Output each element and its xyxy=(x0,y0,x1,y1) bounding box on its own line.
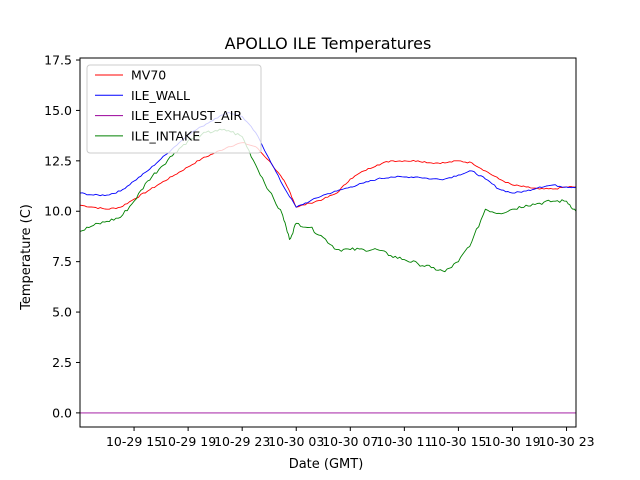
y-axis-title: Temperature (C) xyxy=(19,204,34,311)
x-tick-label: 10-30 03 xyxy=(268,434,324,449)
x-tick-label: 10-29 23 xyxy=(214,434,270,449)
y-tick-label: 15.0 xyxy=(44,103,72,118)
x-tick-label: 10-30 23 xyxy=(538,434,594,449)
series-line-ile-intake xyxy=(79,128,577,273)
y-tick-label: 12.5 xyxy=(44,153,72,168)
series-line-mv70 xyxy=(79,142,577,210)
legend-label: ILE_EXHAUST_AIR xyxy=(131,108,242,123)
chart-title: APOLLO ILE Temperatures xyxy=(225,34,432,53)
axes-frame xyxy=(79,57,577,428)
y-tick-label: 5.0 xyxy=(52,305,72,320)
x-tick-label: 10-29 15 xyxy=(106,434,162,449)
series-line-ile-wall xyxy=(79,111,577,208)
x-tick-label: 10-30 15 xyxy=(430,434,486,449)
legend-label: ILE_INTAKE xyxy=(131,128,200,143)
axes-layer: 0.02.55.07.510.012.515.017.510-29 1510-2… xyxy=(44,53,594,449)
y-tick-label: 0.0 xyxy=(52,405,72,420)
legend-label: MV70 xyxy=(131,68,166,83)
series-layer xyxy=(79,111,577,414)
x-tick-label: 10-30 11 xyxy=(376,434,432,449)
y-tick-label: 7.5 xyxy=(52,254,72,269)
y-tick-label: 2.5 xyxy=(52,355,72,370)
x-axis-title: Date (GMT) xyxy=(289,457,364,472)
y-tick-label: 10.0 xyxy=(44,204,72,219)
legend-box xyxy=(86,64,262,154)
legend-label: ILE_WALL xyxy=(131,88,190,103)
x-tick-label: 10-29 19 xyxy=(160,434,216,449)
x-tick-label: 10-30 07 xyxy=(322,434,378,449)
y-tick-label: 17.5 xyxy=(44,53,72,68)
legend: MV70 ILE_WALL ILE_EXHAUST_AIR ILE_INTAKE xyxy=(86,64,262,154)
x-tick-label: 10-30 19 xyxy=(484,434,540,449)
